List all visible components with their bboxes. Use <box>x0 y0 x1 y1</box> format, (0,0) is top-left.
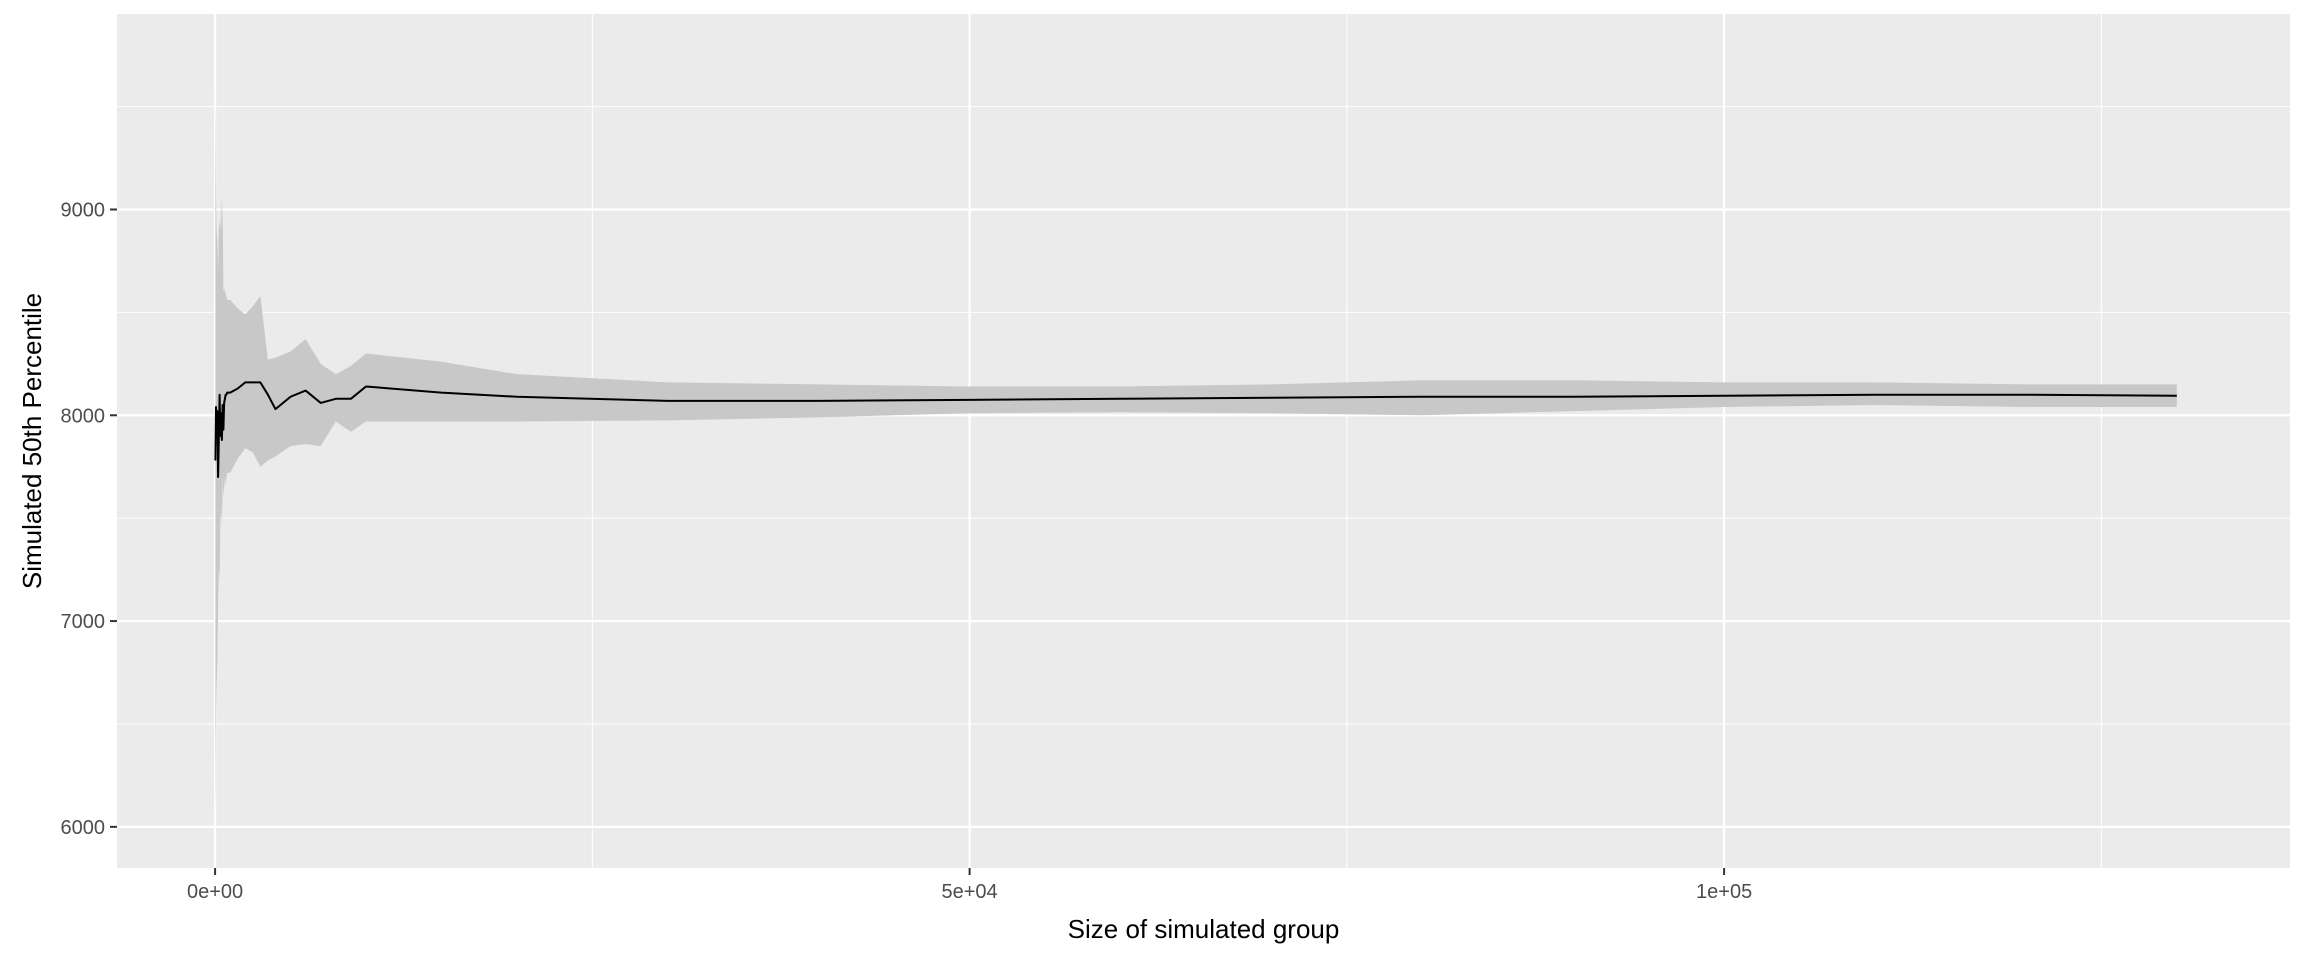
x-tick-label: 1e+05 <box>1696 881 1752 903</box>
y-tick-label: 6000 <box>61 817 106 839</box>
x-axis: 0e+00 5e+04 1e+05 <box>187 868 1752 903</box>
x-tick-label: 0e+00 <box>187 881 243 903</box>
y-axis: 6000 7000 8000 9000 <box>61 199 117 839</box>
major-gridlines <box>117 14 2290 868</box>
y-tick-label: 8000 <box>61 405 106 427</box>
x-tick-label: 5e+04 <box>942 881 998 903</box>
x-axis-title: Size of simulated group <box>1068 914 1340 944</box>
y-tick-label: 7000 <box>61 611 106 633</box>
minor-gridlines <box>117 14 2290 868</box>
plot-panel <box>117 14 2290 868</box>
y-tick-label: 9000 <box>61 199 106 221</box>
y-axis-title: Simulated 50th Percentile <box>17 293 47 589</box>
series-line <box>214 381 2177 479</box>
